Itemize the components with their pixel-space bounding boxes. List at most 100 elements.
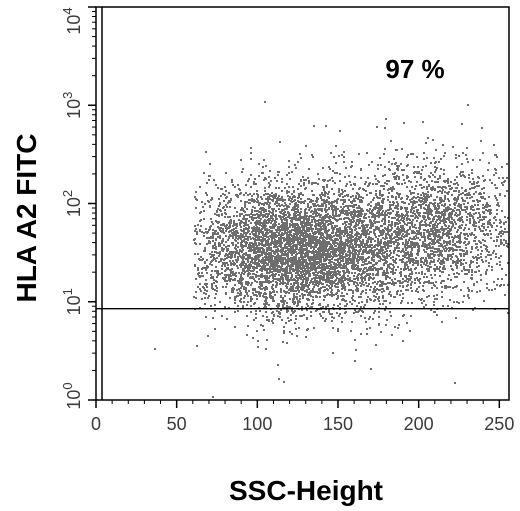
data-point — [319, 240, 321, 242]
data-point — [248, 220, 250, 222]
data-point — [265, 306, 267, 308]
data-point — [301, 240, 303, 242]
data-point — [337, 286, 339, 288]
data-point — [311, 242, 313, 244]
data-point — [294, 164, 296, 166]
data-point — [308, 182, 310, 184]
data-point — [295, 255, 297, 257]
data-point — [405, 249, 407, 251]
data-point — [285, 204, 287, 206]
data-point — [309, 307, 311, 309]
data-point — [421, 302, 423, 304]
data-point — [390, 271, 392, 273]
data-point — [206, 265, 208, 267]
data-point — [300, 261, 302, 263]
data-point — [252, 292, 254, 294]
data-point — [382, 297, 384, 299]
data-point — [369, 244, 371, 246]
data-point — [395, 198, 397, 200]
data-point — [220, 195, 222, 197]
data-point — [292, 259, 294, 261]
data-point — [296, 235, 298, 237]
data-point — [299, 247, 301, 249]
data-point — [322, 186, 324, 188]
data-point — [206, 182, 208, 184]
data-point — [261, 273, 263, 275]
data-point — [205, 231, 207, 233]
data-point — [281, 190, 283, 192]
data-point — [279, 211, 281, 213]
data-point — [240, 233, 242, 235]
data-point — [342, 209, 344, 211]
data-point — [339, 195, 341, 197]
data-point — [372, 291, 374, 293]
data-point — [194, 264, 196, 266]
data-point — [266, 339, 268, 341]
data-point — [319, 296, 321, 298]
data-point — [195, 297, 197, 299]
data-point — [328, 197, 330, 199]
data-point — [292, 186, 294, 188]
data-point — [247, 325, 249, 327]
data-point — [277, 257, 279, 259]
data-point — [350, 289, 352, 291]
data-point — [320, 287, 322, 289]
data-point — [338, 250, 340, 252]
data-point — [371, 247, 373, 249]
data-point — [335, 266, 337, 268]
data-point — [244, 201, 246, 203]
data-point — [297, 214, 299, 216]
data-point — [376, 274, 378, 276]
data-point — [250, 305, 252, 307]
data-point — [337, 219, 339, 221]
data-point — [284, 232, 286, 234]
data-point — [275, 262, 277, 264]
data-point — [278, 378, 280, 380]
data-point — [277, 303, 279, 305]
data-point — [214, 244, 216, 246]
data-point — [217, 236, 219, 238]
data-point — [326, 279, 328, 281]
data-point — [315, 226, 317, 228]
data-point — [226, 267, 228, 269]
data-point — [330, 287, 332, 289]
data-point — [217, 187, 219, 189]
data-point — [384, 219, 386, 221]
data-point — [381, 291, 383, 293]
data-point — [426, 188, 428, 190]
data-point — [351, 165, 353, 167]
data-point — [308, 180, 310, 182]
data-point — [256, 271, 258, 273]
data-point — [238, 219, 240, 221]
data-point — [336, 225, 338, 227]
data-point — [240, 238, 242, 240]
data-point — [272, 212, 274, 214]
data-point — [324, 286, 326, 288]
data-point — [268, 176, 270, 178]
data-point — [281, 204, 283, 206]
data-point — [200, 290, 202, 292]
data-point — [218, 252, 220, 254]
data-point — [330, 205, 332, 207]
data-point — [247, 180, 249, 182]
data-point — [263, 303, 265, 305]
data-point — [272, 234, 274, 236]
data-point — [347, 275, 349, 277]
data-point — [304, 275, 306, 277]
data-point — [194, 230, 196, 232]
data-point — [260, 236, 262, 238]
data-point — [286, 302, 288, 304]
data-point — [315, 220, 317, 222]
data-point — [319, 290, 321, 292]
data-point — [314, 208, 316, 210]
data-point — [258, 247, 260, 249]
data-point — [360, 333, 362, 335]
data-point — [268, 261, 270, 263]
data-point — [345, 212, 347, 214]
data-point — [313, 291, 315, 293]
data-point — [271, 320, 273, 322]
data-point — [243, 215, 245, 217]
data-point — [228, 277, 230, 279]
data-point — [246, 334, 248, 336]
data-point — [197, 224, 199, 226]
